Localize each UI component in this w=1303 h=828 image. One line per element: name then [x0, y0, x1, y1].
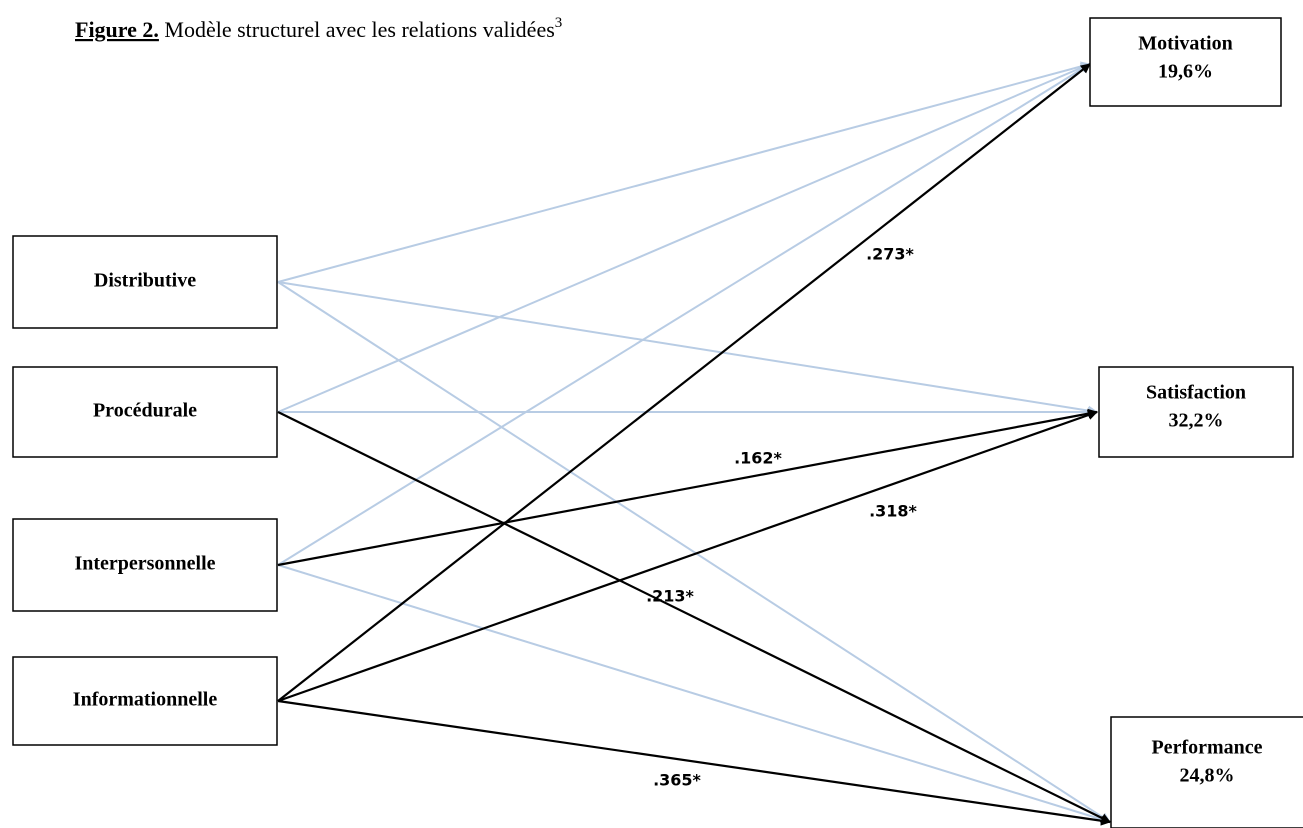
source-label: Distributive: [94, 270, 196, 292]
coefficient: .162*: [734, 449, 782, 468]
path-nonsignificant: [277, 61, 1091, 283]
source-box: [12, 656, 278, 746]
source-label: Informationnelle: [73, 689, 218, 711]
outcome-name: Satisfaction: [1146, 382, 1246, 404]
path-nonsignificant: [277, 281, 1111, 823]
source-box: [12, 235, 278, 329]
source-box: [12, 518, 278, 612]
edges: .213* .162* .273* .318* .365*: [277, 61, 1111, 826]
path-significant: [277, 408, 1098, 567]
figure-title: Figure 2. Modèle structurel avec les rel…: [75, 15, 562, 42]
outcome-box: [1089, 17, 1282, 107]
path-significant: [277, 63, 1091, 702]
path-significant: [277, 699, 1111, 826]
source-box: [12, 366, 278, 458]
coefficient: .273*: [866, 245, 914, 264]
outcome-variance: 32,2%: [1169, 410, 1224, 432]
coefficient: .318*: [869, 502, 917, 521]
coefficient: .365*: [653, 771, 701, 790]
outcome-name: Performance: [1151, 737, 1262, 759]
source-label: Interpersonnelle: [74, 553, 215, 575]
path-significant: [277, 411, 1111, 823]
figure-caption: Modèle structurel avec les relations val…: [164, 17, 554, 42]
outcome-variance: 24,8%: [1180, 765, 1235, 787]
figure-label: Figure 2.: [75, 17, 159, 42]
path-nonsignificant: [277, 63, 1091, 566]
path-nonsignificant: [277, 564, 1111, 825]
outcome-box: [1098, 366, 1294, 458]
path-nonsignificant: [277, 62, 1091, 413]
outcome-variance: 19,6%: [1158, 61, 1213, 83]
source-label: Procédurale: [93, 400, 197, 422]
outcome-box: [1110, 716, 1303, 828]
footnote: 3: [555, 15, 563, 31]
path-nonsignificant: [277, 281, 1098, 416]
path-significant: [277, 410, 1098, 703]
nodes: Distributive Procédurale Interpersonnelle I…: [12, 17, 1303, 828]
coefficient: .213*: [646, 587, 694, 606]
outcome-name: Motivation: [1138, 33, 1232, 55]
